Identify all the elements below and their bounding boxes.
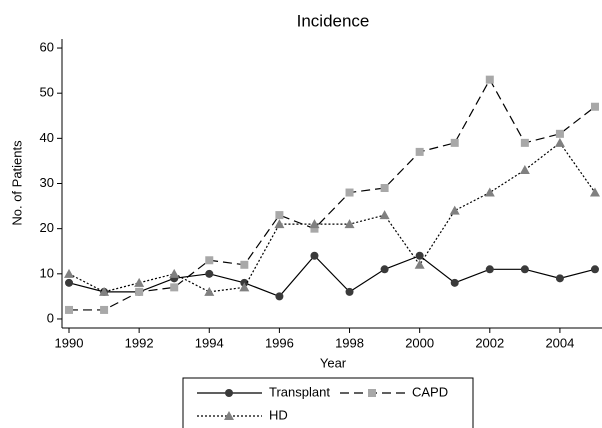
x-tick-label: 2004 bbox=[545, 335, 574, 350]
y-tick-label: 20 bbox=[40, 220, 54, 235]
data-point bbox=[554, 137, 565, 147]
data-point bbox=[485, 75, 494, 84]
legend-marker bbox=[224, 411, 234, 420]
data-point bbox=[449, 205, 460, 215]
y-axis-label: No. of Patients bbox=[9, 140, 24, 226]
y-tick-label: 50 bbox=[40, 85, 54, 100]
data-point bbox=[205, 256, 214, 265]
data-point bbox=[344, 219, 355, 229]
data-point bbox=[275, 292, 284, 301]
x-tick-label: 2002 bbox=[475, 335, 504, 350]
data-point bbox=[65, 305, 74, 314]
data-point bbox=[380, 184, 389, 193]
y-tick-label: 0 bbox=[47, 310, 54, 325]
data-point bbox=[240, 260, 249, 269]
x-tick-label: 2000 bbox=[405, 335, 434, 350]
data-point bbox=[239, 282, 250, 292]
data-point bbox=[589, 187, 600, 197]
legend-label: CAPD bbox=[412, 384, 448, 399]
legend-marker bbox=[368, 389, 376, 397]
data-point bbox=[590, 265, 599, 274]
data-point bbox=[519, 164, 530, 174]
data-point bbox=[555, 274, 564, 283]
chart-title: Incidence bbox=[297, 11, 370, 30]
x-tick-label: 1998 bbox=[335, 335, 364, 350]
data-point bbox=[170, 283, 179, 292]
data-point bbox=[450, 278, 459, 287]
y-tick-label: 30 bbox=[40, 175, 54, 190]
data-point bbox=[345, 188, 354, 197]
data-point bbox=[415, 147, 424, 156]
data-point bbox=[485, 265, 494, 274]
data-point bbox=[484, 187, 495, 197]
data-point bbox=[99, 286, 110, 296]
data-point bbox=[205, 269, 214, 278]
y-tick-label: 10 bbox=[40, 265, 54, 280]
data-point bbox=[310, 224, 319, 233]
data-point bbox=[450, 138, 459, 147]
legend-label: Transplant bbox=[269, 384, 330, 399]
data-point bbox=[520, 265, 529, 274]
x-tick-label: 1990 bbox=[55, 335, 84, 350]
data-point bbox=[65, 278, 74, 287]
data-point bbox=[590, 102, 599, 111]
series-line bbox=[68, 142, 596, 293]
legend-label: HD bbox=[269, 407, 288, 422]
x-tick-label: 1994 bbox=[195, 335, 224, 350]
series-line bbox=[69, 78, 596, 311]
data-point bbox=[100, 305, 109, 314]
data-point bbox=[310, 251, 319, 260]
x-tick-label: 1992 bbox=[125, 335, 154, 350]
data-point bbox=[275, 211, 284, 220]
data-point bbox=[274, 219, 285, 229]
series-line bbox=[68, 254, 596, 298]
data-point bbox=[415, 251, 424, 260]
data-point bbox=[169, 268, 180, 278]
data-point bbox=[345, 287, 354, 296]
y-tick-label: 60 bbox=[40, 39, 54, 54]
x-axis-label: Year bbox=[320, 355, 347, 370]
data-point bbox=[135, 287, 144, 296]
y-tick-label: 40 bbox=[40, 130, 54, 145]
data-point bbox=[414, 259, 425, 269]
data-point bbox=[379, 210, 390, 220]
data-point bbox=[204, 286, 215, 296]
data-point bbox=[380, 265, 389, 274]
data-point bbox=[64, 268, 75, 278]
data-point bbox=[134, 277, 145, 287]
data-point bbox=[520, 138, 529, 147]
data-point bbox=[309, 219, 320, 229]
x-tick-label: 1996 bbox=[265, 335, 294, 350]
legend-marker bbox=[225, 389, 233, 397]
data-point bbox=[555, 129, 564, 138]
